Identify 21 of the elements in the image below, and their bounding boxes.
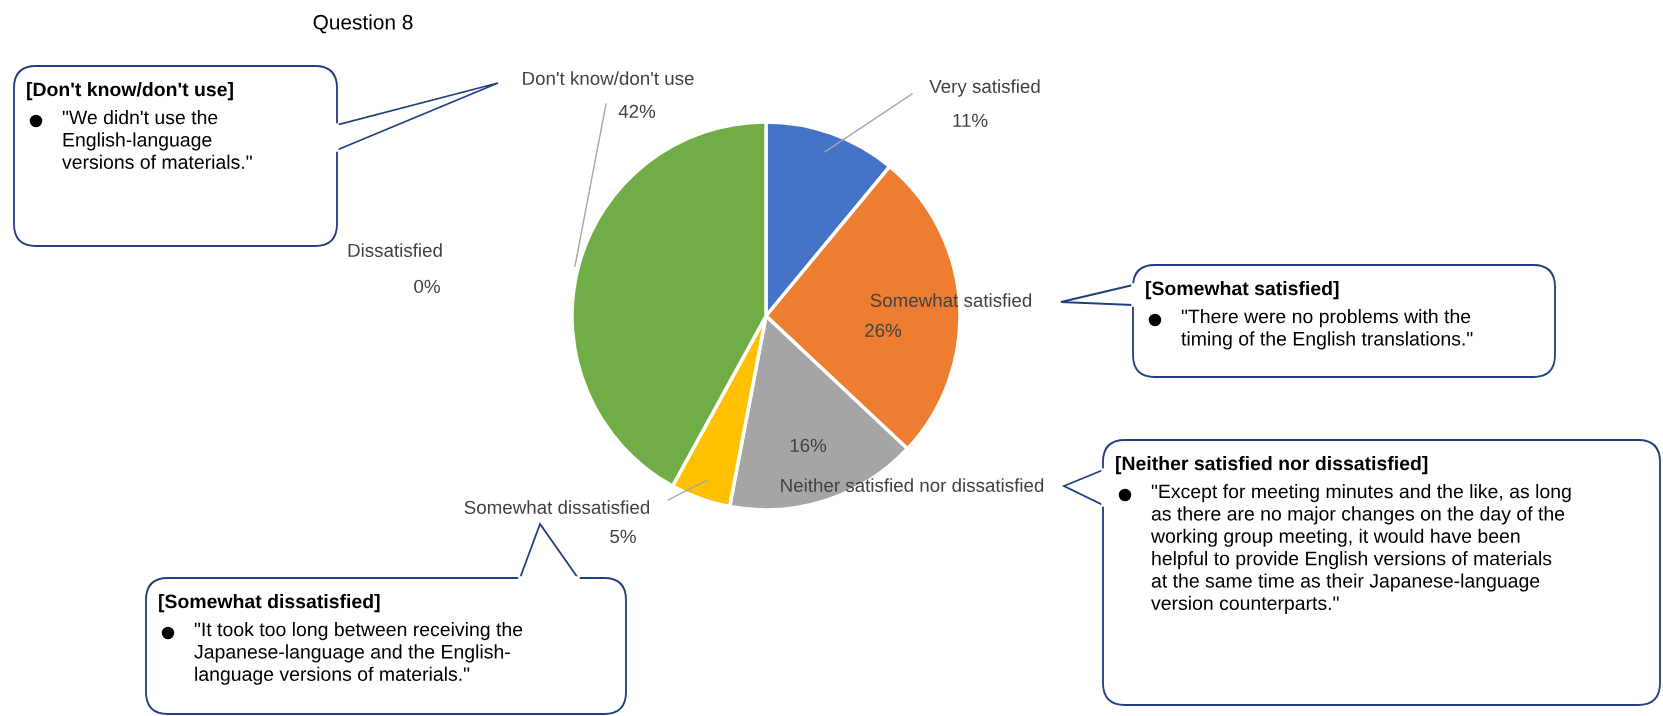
text: [Somewhat dissatisfied] bbox=[159, 594, 380, 613]
data-label: 42% bbox=[618, 104, 656, 118]
category-label: Dissatisfied bbox=[348, 243, 442, 258]
slice-label: Neither satisfied nor dissatisfied bbox=[781, 478, 1044, 493]
data-label: 26% bbox=[865, 323, 902, 338]
slice-label: Don't know/don't use bbox=[523, 71, 694, 86]
text: "It took too long between receiving the Japanese-language and the English- language versions of materials." bbox=[194, 622, 523, 685]
text: [Neither satisfied nor dissatisfied] bbox=[1116, 456, 1428, 475]
text: "We didn't use the English-language versions of materials." bbox=[62, 110, 252, 169]
text: [Somewhat satisfied] bbox=[1146, 281, 1339, 300]
text: "There were no problems with the timing of the English translations." bbox=[1181, 309, 1473, 350]
data-label: 5% bbox=[610, 529, 636, 544]
text: [Don't know/don't use] bbox=[27, 82, 233, 101]
chart-title: Question 8 bbox=[313, 14, 413, 34]
text: 0% bbox=[414, 279, 440, 294]
slice-label: Somewhat dissatisfied bbox=[464, 500, 650, 515]
text: "Except for meeting minutes and the like, as long as there are no major changes on the day of the working group meeting, it would have been helpful to provide English versions of materials at the same time as their Japanese-language version counterparts." bbox=[1150, 484, 1571, 614]
data-label: 16% bbox=[790, 438, 827, 453]
slice-label: Somewhat satisfied bbox=[870, 293, 1032, 308]
slice-label: Very satisfied bbox=[929, 79, 1040, 97]
data-label: 11% bbox=[953, 113, 988, 127]
